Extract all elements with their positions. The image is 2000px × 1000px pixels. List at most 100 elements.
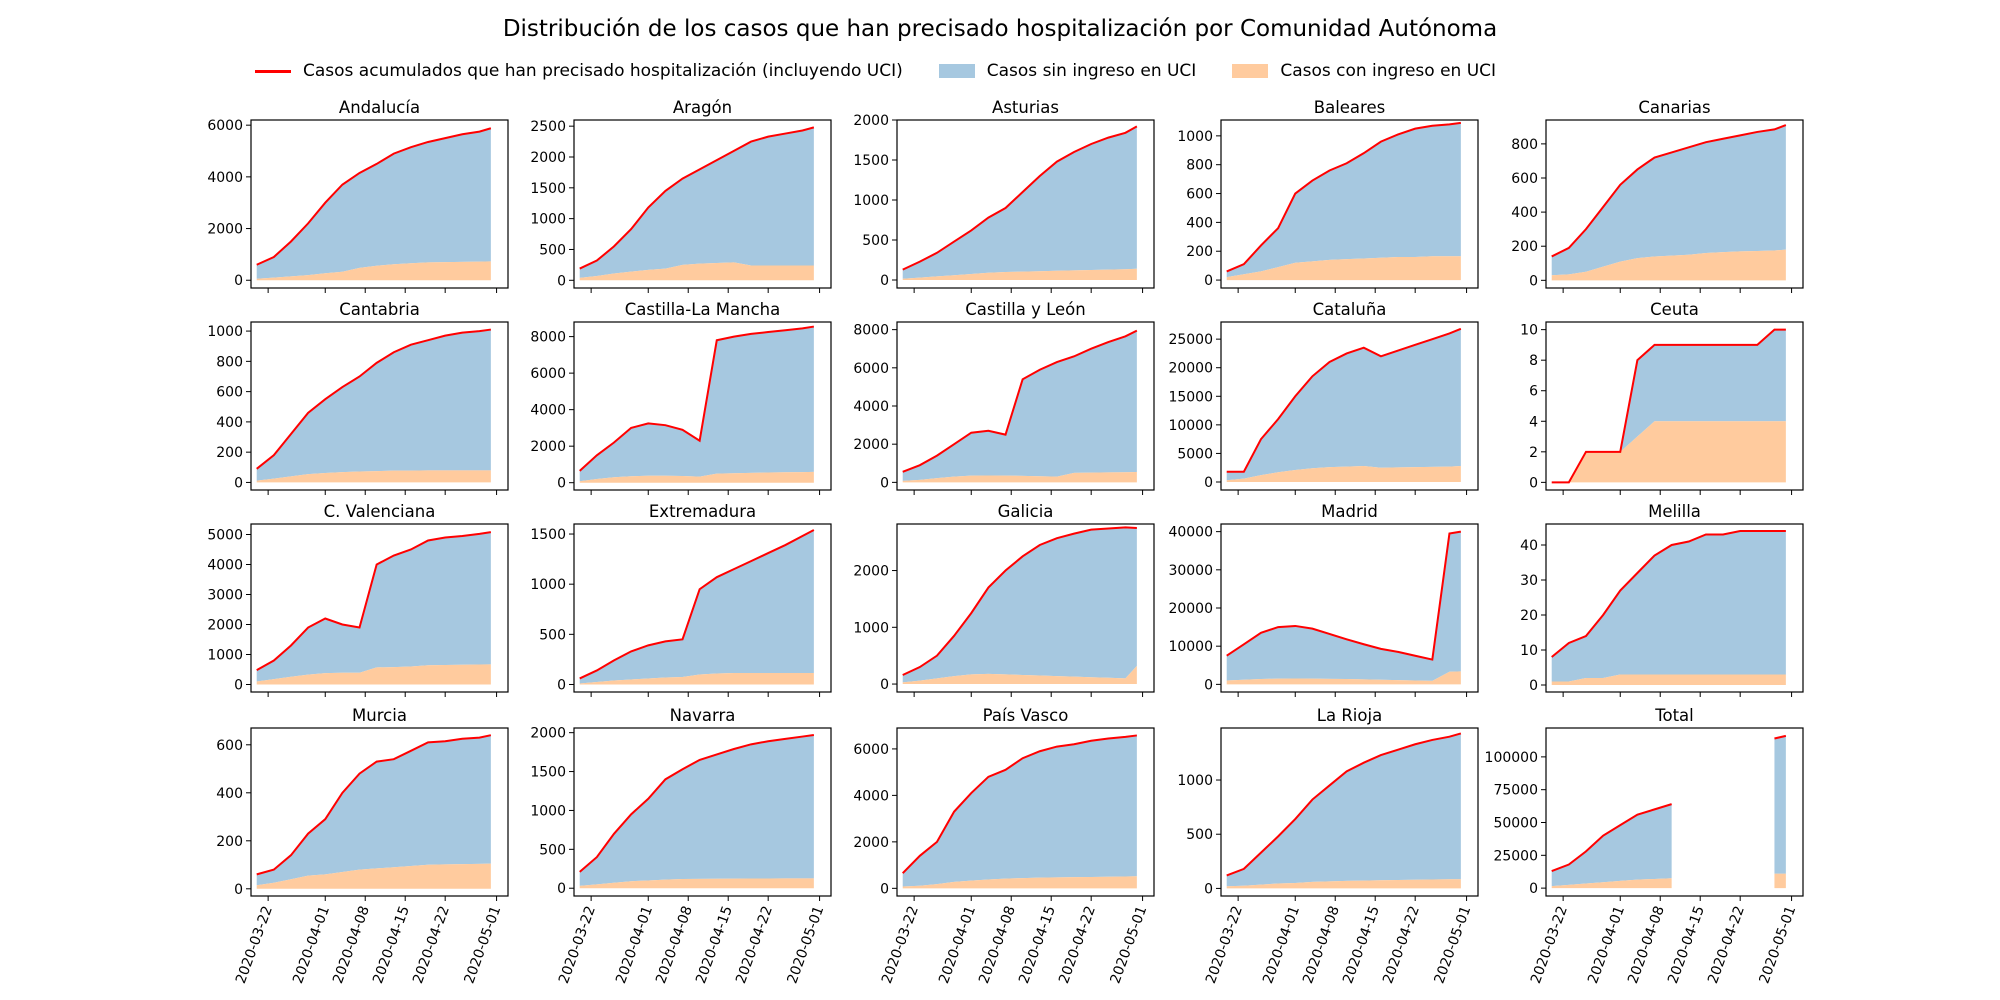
y-tick-label: 10: [1520, 643, 1538, 659]
y-tick-label: 1000: [853, 620, 889, 636]
axes-frame: [1220, 119, 1479, 289]
line-total-acumulado: [256, 734, 492, 876]
y-tick-label: 0: [880, 475, 889, 491]
y-tick-label: 200: [1186, 244, 1213, 260]
line-total-acumulado: [901, 734, 1137, 874]
area-sin-uci: [1226, 531, 1461, 681]
y-tick-label: 500: [539, 242, 566, 258]
panel-madrid: Madrid 0 10000 20000 30000 40000: [1168, 502, 1479, 697]
y-tick-label: 2000: [530, 150, 566, 166]
x-tick-label: 2020-04-01: [1585, 904, 1628, 986]
line-total-acumulado: [579, 126, 815, 270]
x-tick-label: 2020-05-01: [784, 904, 827, 986]
axes-frame: [573, 119, 832, 289]
area-sin-uci: [1226, 122, 1461, 278]
y-tick-label: 800: [216, 354, 243, 370]
x-tick-label: 2020-03-22: [233, 904, 276, 986]
area-con-uci: [1551, 878, 1672, 889]
y-tick-label: 500: [539, 627, 566, 643]
x-tick-label: 2020-04-08: [1300, 904, 1343, 986]
y-tick-label: 400: [1511, 205, 1538, 221]
panel-title: Andalucía: [339, 98, 420, 117]
line-total-acumulado: [902, 125, 1138, 271]
area-sin-uci: [256, 128, 491, 279]
y-tick-label: 40: [1520, 538, 1538, 554]
area-sin-uci: [256, 329, 491, 481]
area-sin-uci: [579, 735, 814, 886]
panel-title: Extremadura: [649, 502, 756, 521]
y-tick-label: 200: [216, 445, 243, 461]
line-total-acumulado: [1551, 328, 1786, 484]
area-sin-uci: [902, 330, 1137, 481]
y-tick-label: 800: [1186, 158, 1213, 174]
area-sin-uci: [1226, 328, 1461, 481]
y-tick-label: 75000: [1493, 783, 1538, 799]
area-sin-uci: [902, 735, 1137, 887]
y-tick-label: 200: [1511, 239, 1538, 255]
x-tick-label: 2020-05-01: [1431, 904, 1474, 986]
axes-frame: [250, 523, 509, 693]
y-tick-label: 1000: [853, 193, 889, 209]
area-sin-uci: [902, 126, 1137, 279]
y-tick-label: 20000: [1168, 601, 1213, 617]
y-tick-label: 0: [234, 273, 243, 289]
y-tick-label: 0: [557, 476, 566, 492]
panel-extremadura: Extremadura 0 500 1000 1500: [530, 502, 832, 697]
area-con-uci: [256, 863, 491, 889]
area-sin-uci: [579, 530, 814, 684]
y-tick-label: 4000: [530, 403, 566, 419]
x-tick-label: 2020-04-15: [693, 904, 736, 986]
y-tick-label: 0: [1204, 475, 1213, 491]
axes-frame: [250, 727, 509, 897]
y-tick-label: 2000: [207, 618, 243, 634]
axes-frame: [250, 321, 509, 491]
y-tick-label: 600: [216, 738, 243, 754]
x-tick-label: 2020-04-22: [1380, 904, 1423, 986]
y-tick-label: 5000: [207, 528, 243, 544]
y-tick-label: 0: [1529, 475, 1538, 491]
y-tick-label: 6000: [853, 742, 889, 758]
y-tick-label: 15000: [1168, 389, 1213, 405]
y-tick-label: 0: [880, 273, 889, 289]
panel-title: Madrid: [1321, 502, 1378, 521]
panel-aragón: Aragón 0 500 1000 1500 2000 2500: [530, 98, 832, 293]
y-tick-label: 1500: [530, 181, 566, 197]
panel-title: Galicia: [998, 502, 1054, 521]
x-tick-label: 2020-03-22: [1203, 904, 1246, 986]
x-tick-label: 2020-04-01: [290, 904, 333, 986]
y-tick-label: 2000: [853, 564, 889, 580]
area-con-uci: [1551, 674, 1786, 685]
panel-castilla-la-mancha: Castilla-La Mancha 0 2000 4000 6000 8000: [530, 300, 832, 495]
line-total-acumulado: [1226, 732, 1462, 877]
y-tick-label: 400: [216, 415, 243, 431]
area-con-uci: [256, 261, 491, 281]
y-tick-label: 500: [862, 233, 889, 249]
axes-frame: [896, 523, 1155, 693]
y-tick-label: 2000: [207, 222, 243, 238]
panel-title: Ceuta: [1650, 300, 1699, 319]
axes-frame: [896, 727, 1155, 897]
panel-title: Canarias: [1638, 98, 1710, 117]
y-tick-label: 600: [1511, 171, 1538, 187]
panel-title: C. Valenciana: [324, 502, 436, 521]
x-tick-label: 2020-04-08: [653, 904, 696, 986]
y-tick-label: 200: [216, 834, 243, 850]
line-total-acumulado: [1226, 327, 1462, 473]
y-tick-label: 6000: [853, 361, 889, 377]
area-con-uci: [579, 878, 814, 889]
y-tick-label: 2: [1529, 445, 1538, 461]
x-tick-label: 2020-04-15: [370, 904, 413, 986]
x-tick-label: 2020-03-22: [1528, 904, 1571, 986]
y-tick-label: 2500: [530, 119, 566, 135]
y-tick-label: 30000: [1168, 563, 1213, 579]
area-con-uci: [1774, 873, 1786, 889]
y-tick-label: 50000: [1493, 816, 1538, 832]
area-sin-uci: [579, 326, 814, 482]
area-con-uci: [1226, 256, 1461, 281]
x-tick-label: 2020-04-22: [410, 904, 453, 986]
area-con-uci: [902, 876, 1137, 889]
area-con-uci: [1226, 466, 1461, 482]
area-con-uci: [579, 672, 814, 685]
axes-frame: [250, 119, 509, 289]
